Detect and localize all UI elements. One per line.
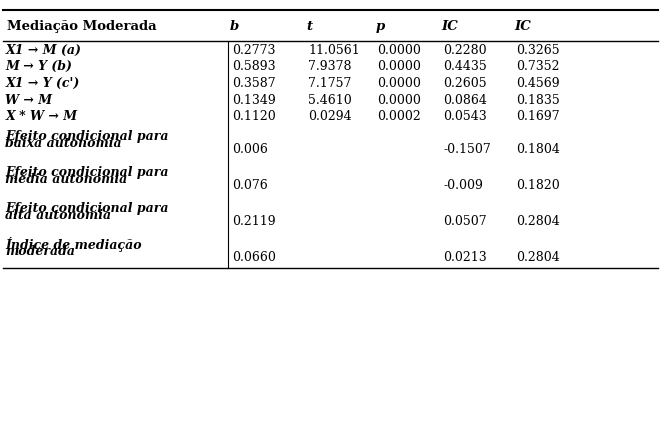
Text: 0.7352: 0.7352 <box>516 60 560 73</box>
Text: 0.006: 0.006 <box>232 143 268 156</box>
Text: 0.0213: 0.0213 <box>444 251 487 264</box>
Text: Índice de mediação: Índice de mediação <box>5 237 142 252</box>
Text: 0.3587: 0.3587 <box>232 77 276 90</box>
Text: 0.1820: 0.1820 <box>516 179 560 192</box>
Text: 5.4610: 5.4610 <box>308 93 352 106</box>
Text: W → M: W → M <box>5 93 52 106</box>
Text: 0.0000: 0.0000 <box>377 77 421 90</box>
Text: p: p <box>375 20 385 33</box>
Text: 0.2773: 0.2773 <box>232 43 276 57</box>
Text: IC: IC <box>442 20 458 33</box>
Text: 0.0002: 0.0002 <box>377 110 421 123</box>
Text: X * W → M: X * W → M <box>5 110 77 123</box>
Text: 0.5893: 0.5893 <box>232 60 276 73</box>
Text: X1 → Y (c'): X1 → Y (c') <box>5 77 79 90</box>
Text: IC: IC <box>514 20 531 33</box>
Text: M → Y (b): M → Y (b) <box>5 60 72 73</box>
Text: t: t <box>306 20 312 33</box>
Text: 0.0000: 0.0000 <box>377 43 421 57</box>
Text: 0.2804: 0.2804 <box>516 251 560 264</box>
Text: 0.3265: 0.3265 <box>516 43 560 57</box>
Text: 0.1120: 0.1120 <box>232 110 276 123</box>
Text: 0.2605: 0.2605 <box>444 77 487 90</box>
Text: 0.1835: 0.1835 <box>516 93 560 106</box>
Text: 0.2119: 0.2119 <box>232 215 276 228</box>
Text: baixa autonomia: baixa autonomia <box>5 137 122 150</box>
Text: 0.1349: 0.1349 <box>232 93 276 106</box>
Text: 0.0864: 0.0864 <box>444 93 487 106</box>
Text: média autonomia: média autonomia <box>5 173 128 186</box>
Text: -0.1507: -0.1507 <box>444 143 491 156</box>
Text: 0.0507: 0.0507 <box>444 215 487 228</box>
Text: 0.0543: 0.0543 <box>444 110 487 123</box>
Text: 0.0000: 0.0000 <box>377 93 421 106</box>
Text: 0.4435: 0.4435 <box>444 60 487 73</box>
Text: X1 → M (a): X1 → M (a) <box>5 43 81 57</box>
Text: Efeito condicional para: Efeito condicional para <box>5 201 169 214</box>
Text: 7.1757: 7.1757 <box>308 77 352 90</box>
Text: -0.009: -0.009 <box>444 179 483 192</box>
Text: 7.9378: 7.9378 <box>308 60 352 73</box>
Text: 0.1697: 0.1697 <box>516 110 560 123</box>
Text: 0.1804: 0.1804 <box>516 143 560 156</box>
Text: Efeito condicional para: Efeito condicional para <box>5 165 169 178</box>
Text: moderada: moderada <box>5 245 75 258</box>
Text: Efeito condicional para: Efeito condicional para <box>5 129 169 142</box>
Text: 0.0660: 0.0660 <box>232 251 276 264</box>
Text: alta autonomia: alta autonomia <box>5 209 112 222</box>
Text: 0.2804: 0.2804 <box>516 215 560 228</box>
Text: 0.4569: 0.4569 <box>516 77 560 90</box>
Text: 0.0000: 0.0000 <box>377 60 421 73</box>
Text: 0.076: 0.076 <box>232 179 268 192</box>
Text: 0.2280: 0.2280 <box>444 43 487 57</box>
Text: 11.0561: 11.0561 <box>308 43 360 57</box>
Text: Mediação Moderada: Mediação Moderada <box>7 20 156 33</box>
Text: 0.0294: 0.0294 <box>308 110 352 123</box>
Text: b: b <box>230 20 239 33</box>
